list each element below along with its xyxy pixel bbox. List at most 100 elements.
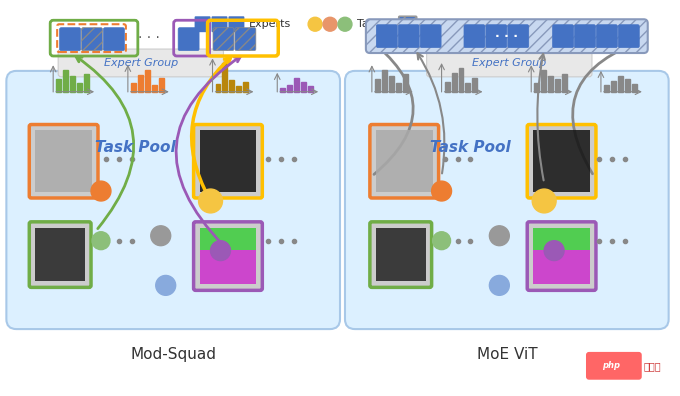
Bar [533, 228, 590, 284]
Circle shape [490, 276, 509, 295]
Bar [280, 88, 285, 92]
Bar [396, 83, 401, 92]
Bar [199, 130, 256, 192]
Circle shape [532, 189, 556, 213]
Bar [533, 130, 590, 192]
FancyBboxPatch shape [486, 25, 507, 48]
Bar [376, 130, 432, 192]
Bar [63, 70, 68, 92]
Bar [287, 85, 292, 92]
FancyBboxPatch shape [194, 222, 262, 290]
Bar [294, 78, 299, 92]
Bar [375, 79, 380, 92]
Bar [473, 78, 477, 92]
Bar [222, 63, 228, 92]
Bar [555, 79, 560, 92]
FancyBboxPatch shape [60, 28, 80, 51]
Bar [625, 79, 630, 92]
Bar [237, 86, 241, 92]
Bar [533, 228, 590, 249]
Bar [632, 84, 636, 92]
Text: Expert Group: Expert Group [103, 58, 178, 68]
FancyBboxPatch shape [194, 124, 262, 198]
Text: Task Pool: Task Pool [430, 140, 511, 155]
Bar [56, 79, 61, 92]
Bar [618, 76, 623, 92]
Bar [466, 83, 471, 92]
Bar [243, 82, 248, 92]
Bar [376, 228, 426, 282]
FancyBboxPatch shape [575, 25, 596, 48]
Bar [445, 82, 449, 92]
FancyBboxPatch shape [29, 222, 91, 287]
Text: · · ·: · · · [495, 30, 518, 43]
FancyBboxPatch shape [82, 28, 103, 51]
Circle shape [338, 17, 352, 31]
Bar [458, 68, 464, 92]
FancyBboxPatch shape [235, 28, 256, 51]
FancyBboxPatch shape [596, 25, 617, 48]
Circle shape [211, 241, 231, 261]
Bar [301, 82, 306, 92]
Circle shape [323, 17, 337, 31]
Bar [389, 76, 394, 92]
Bar [611, 81, 616, 92]
Circle shape [544, 241, 564, 261]
Circle shape [92, 232, 110, 249]
FancyBboxPatch shape [618, 25, 639, 48]
FancyBboxPatch shape [553, 25, 573, 48]
Bar [548, 76, 553, 92]
Bar [382, 70, 387, 92]
Text: Tasks: Tasks [357, 19, 387, 29]
Bar [403, 74, 408, 92]
Bar [70, 76, 75, 92]
FancyBboxPatch shape [370, 124, 439, 198]
FancyBboxPatch shape [103, 28, 124, 51]
Bar [152, 85, 157, 92]
Bar [138, 75, 143, 92]
FancyBboxPatch shape [29, 124, 98, 198]
FancyBboxPatch shape [228, 16, 244, 32]
FancyBboxPatch shape [426, 49, 592, 77]
Circle shape [156, 276, 175, 295]
Bar [604, 86, 609, 92]
Text: Task Pool: Task Pool [95, 140, 176, 155]
FancyBboxPatch shape [398, 25, 419, 48]
Circle shape [432, 232, 451, 249]
FancyBboxPatch shape [58, 49, 224, 77]
Text: Expert Group: Expert Group [472, 58, 547, 68]
Text: 中文网: 中文网 [644, 361, 662, 371]
Bar [84, 74, 89, 92]
FancyBboxPatch shape [508, 25, 529, 48]
Circle shape [151, 226, 171, 246]
Text: Experts: Experts [248, 19, 290, 29]
Circle shape [490, 226, 509, 246]
Bar [199, 228, 256, 284]
Circle shape [199, 189, 222, 213]
Text: MoE ViT: MoE ViT [477, 347, 537, 362]
Bar [541, 70, 546, 92]
FancyBboxPatch shape [586, 352, 642, 380]
FancyBboxPatch shape [527, 222, 596, 290]
Text: php: php [602, 361, 620, 370]
Bar [199, 228, 256, 284]
Text: · · ·: · · · [138, 31, 160, 45]
Bar [35, 228, 85, 282]
Text: Shared Experts: Shared Experts [418, 19, 503, 29]
FancyBboxPatch shape [464, 25, 485, 48]
FancyBboxPatch shape [366, 19, 648, 53]
FancyBboxPatch shape [211, 16, 228, 32]
Bar [452, 73, 456, 92]
FancyBboxPatch shape [194, 16, 211, 32]
Bar [562, 74, 567, 92]
Bar [533, 228, 590, 284]
Circle shape [308, 17, 322, 31]
FancyBboxPatch shape [398, 16, 417, 32]
Bar [158, 78, 164, 92]
FancyBboxPatch shape [178, 28, 199, 51]
Bar [229, 80, 235, 92]
FancyBboxPatch shape [376, 25, 397, 48]
Bar [534, 83, 539, 92]
Text: Mod-Squad: Mod-Squad [130, 347, 216, 362]
Bar [308, 86, 313, 92]
